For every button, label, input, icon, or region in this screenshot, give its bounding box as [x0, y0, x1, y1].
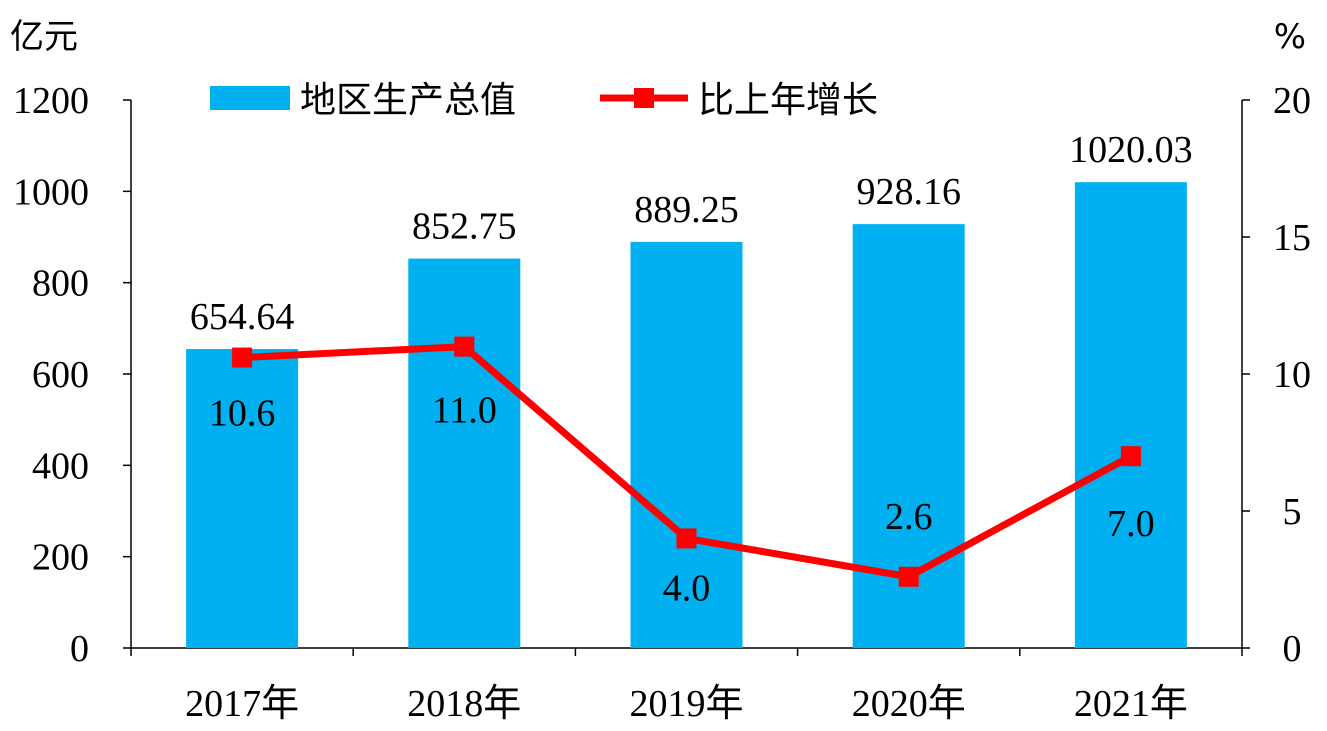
right-axis: 0 5 10 15 20: [1241, 80, 1311, 670]
line-point: [676, 528, 697, 549]
right-tick-label: 10: [1273, 354, 1311, 396]
left-tick-label: 600: [32, 354, 89, 396]
line-value-label: 10.6: [209, 393, 276, 435]
bar-value-label: 852.75: [412, 206, 517, 248]
line-series: [232, 336, 1141, 587]
bar-value-label: 654.64: [190, 296, 295, 338]
bar-labels: 654.64 852.75 889.25 928.16 1020.03: [190, 129, 1193, 338]
left-tick-label: 0: [70, 628, 89, 670]
bar-value-label: 928.16: [856, 171, 961, 213]
line-point: [898, 566, 919, 587]
bar: [1074, 182, 1187, 649]
right-tick-label: 15: [1273, 217, 1311, 259]
legend: 地区生产总值 比上年增长: [210, 80, 878, 121]
right-tick-label: 0: [1283, 628, 1302, 670]
line-value-label: 7.0: [1107, 503, 1155, 545]
bar-value-label: 889.25: [634, 189, 739, 231]
right-tick-label: 20: [1273, 80, 1311, 122]
left-tick-label: 200: [32, 537, 89, 579]
bar: [408, 258, 521, 648]
left-tick-label: 1000: [13, 171, 89, 213]
line-value-label: 4.0: [663, 567, 711, 609]
bar: [186, 349, 299, 648]
line-value-label: 2.6: [885, 496, 933, 538]
legend-line-marker: [634, 88, 654, 108]
line-value-label: 11.0: [432, 390, 497, 432]
line-point: [232, 347, 253, 368]
x-axis: 2017年 2018年 2019年 2020年 2021年: [130, 647, 1243, 725]
legend-bar-swatch: [210, 86, 290, 110]
x-tick-label: 2017年: [185, 683, 299, 725]
line-point: [1120, 446, 1141, 467]
left-tick-label: 1200: [13, 80, 89, 122]
left-axis: 0 200 400 600 800 1000 1200: [13, 80, 132, 670]
legend-line-label: 比上年增长: [698, 80, 878, 121]
line-point: [454, 336, 475, 357]
left-tick-label: 400: [32, 445, 89, 487]
x-tick-label: 2018年: [407, 683, 521, 725]
line-labels: 10.6 11.0 4.0 2.6 7.0: [209, 390, 1155, 610]
legend-bar-label: 地区生产总值: [300, 80, 516, 121]
bar-value-label: 1020.03: [1069, 129, 1193, 171]
right-tick-label: 5: [1283, 491, 1302, 533]
x-tick-label: 2020年: [852, 683, 966, 725]
x-tick-label: 2019年: [629, 683, 743, 725]
x-tick-label: 2021年: [1074, 683, 1188, 725]
left-axis-unit: 亿元: [10, 17, 78, 57]
right-axis-unit: %: [1274, 17, 1306, 57]
bar-series: [186, 182, 1187, 649]
bar: [630, 241, 743, 648]
left-tick-label: 800: [32, 263, 89, 305]
